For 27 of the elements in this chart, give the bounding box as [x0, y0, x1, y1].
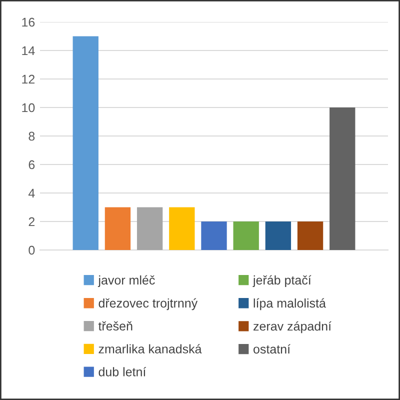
y-tick-label: 16 — [22, 18, 35, 27]
y-tick-label: 8 — [28, 132, 35, 141]
bar — [265, 222, 292, 250]
y-tick-label: 2 — [28, 217, 35, 226]
legend-label: jeřáb ptačí — [252, 275, 312, 288]
y-tick-label: 12 — [22, 74, 35, 84]
legend-label: javor mléč — [98, 275, 155, 288]
y-tick-label: 4 — [28, 188, 35, 198]
bar — [136, 207, 163, 250]
bar — [233, 222, 259, 250]
y-tick-label: 14 — [22, 46, 35, 56]
legend-label: ostatní — [254, 344, 290, 354]
legend-label: zmarlika kanadská — [98, 344, 202, 354]
legend-label: dub letní — [98, 367, 146, 376]
bar — [297, 222, 324, 250]
legend-label: dřezovec trojtrnný — [98, 298, 198, 310]
legend-label: třešeň — [98, 321, 132, 331]
bar — [72, 36, 98, 250]
bar — [104, 207, 131, 250]
bar — [330, 108, 356, 250]
y-tick-label: 6 — [28, 160, 35, 170]
legend-label: lípa malolistá — [254, 298, 326, 310]
legend-label: zerav západní — [254, 321, 332, 334]
y-tick-label: 0 — [28, 246, 35, 255]
bar — [169, 207, 195, 250]
bar — [201, 222, 227, 250]
y-tick-label: 10 — [22, 103, 35, 112]
